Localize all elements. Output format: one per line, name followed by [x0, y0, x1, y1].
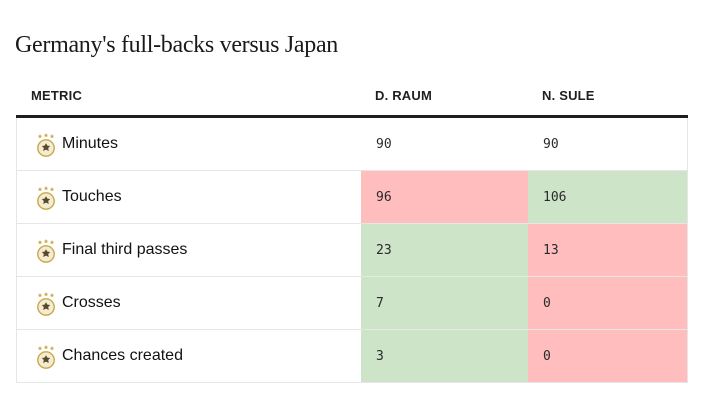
germany-crest-icon — [37, 186, 55, 210]
metric-label: Crosses — [62, 294, 121, 311]
germany-crest-icon — [37, 239, 55, 263]
sule-value: 90 — [543, 137, 559, 152]
raum-value: 7 — [376, 296, 384, 311]
column-header-metric: METRIC — [31, 88, 83, 103]
comparison-table: METRIC D. RAUM N. SULE Minutes 90 90 Tou… — [16, 73, 688, 383]
raum-value: 23 — [376, 243, 392, 258]
germany-crest-icon — [37, 292, 55, 316]
sule-value-cell: 0 — [528, 330, 687, 382]
metric-cell: Minutes — [17, 118, 361, 170]
germany-crest-icon — [37, 345, 55, 369]
metric-cell: Final third passes — [17, 224, 361, 276]
metric-label: Final third passes — [62, 241, 188, 258]
metric-label: Minutes — [62, 135, 119, 152]
sule-value: 0 — [543, 296, 551, 311]
germany-crest-icon — [37, 133, 55, 157]
metric-cell: Crosses — [17, 277, 361, 329]
metric-cell: Chances created — [17, 330, 361, 382]
table-row: Minutes 90 90 — [16, 118, 688, 171]
sule-value: 106 — [543, 190, 567, 205]
raum-value-cell: 96 — [361, 171, 528, 223]
metric-label: Chances created — [62, 347, 183, 364]
column-header-raum: D. RAUM — [375, 88, 433, 103]
metric-cell: Touches — [17, 171, 361, 223]
sule-value-cell: 13 — [528, 224, 687, 276]
table-row: Crosses 7 0 — [16, 277, 688, 330]
sule-value: 13 — [543, 243, 559, 258]
table-row: Final third passes 23 13 — [16, 224, 688, 277]
raum-value-cell: 23 — [361, 224, 528, 276]
raum-value: 3 — [376, 349, 384, 364]
column-header-sule: N. SULE — [542, 88, 595, 103]
sule-value-cell: 0 — [528, 277, 687, 329]
raum-value-cell: 90 — [361, 118, 528, 170]
sule-value-cell: 90 — [528, 118, 687, 170]
metric-label: Touches — [62, 188, 122, 205]
sule-value: 0 — [543, 349, 551, 364]
table-row: Touches 96 106 — [16, 171, 688, 224]
table-header: METRIC D. RAUM N. SULE — [16, 73, 688, 118]
raum-value: 90 — [376, 137, 392, 152]
table-row: Chances created 3 0 — [16, 330, 688, 383]
raum-value: 96 — [376, 190, 392, 205]
raum-value-cell: 3 — [361, 330, 528, 382]
raum-value-cell: 7 — [361, 277, 528, 329]
page-title: Germany's full-backs versus Japan — [15, 32, 338, 58]
sule-value-cell: 106 — [528, 171, 687, 223]
